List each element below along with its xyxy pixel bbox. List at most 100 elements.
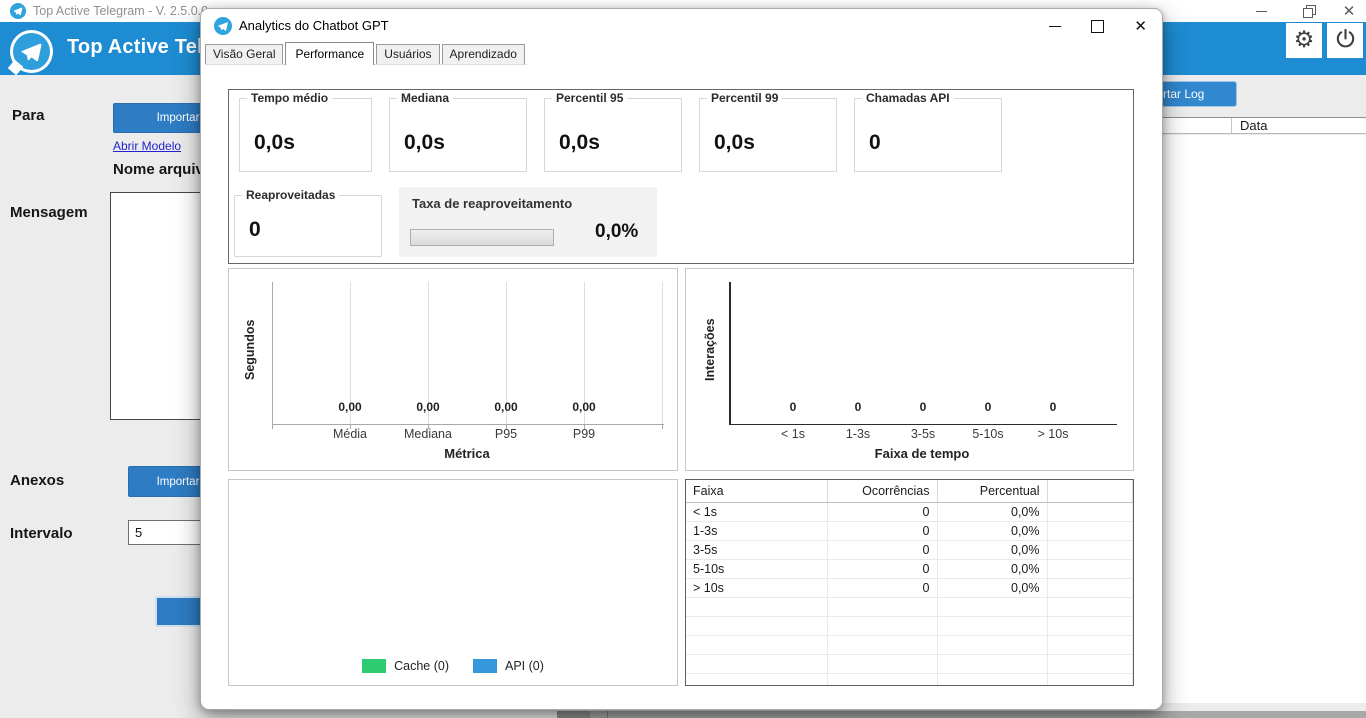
x-axis-line	[272, 424, 664, 425]
nome-arquivo-label: Nome arquivo	[113, 161, 214, 178]
metric-card-chamadas-api: Chamadas API 0	[854, 91, 1002, 172]
metric-card-percentil-99: Percentil 99 0,0s	[699, 91, 837, 172]
power-button[interactable]	[1327, 23, 1363, 58]
legend-item-api: API (0)	[472, 659, 544, 673]
gridline	[662, 282, 663, 424]
metric-label: Tempo médio	[247, 91, 333, 105]
category-label: P99	[572, 427, 596, 441]
legend-label: Cache (0)	[394, 659, 449, 673]
gridline	[506, 282, 507, 424]
close-icon: ✕	[1342, 2, 1356, 20]
log-table-header: Data	[1157, 117, 1366, 134]
gridline	[584, 282, 585, 424]
cell-percentual: 0,0%	[937, 502, 1048, 522]
abrir-modelo-link[interactable]: Abrir Modelo	[113, 139, 182, 153]
cell-faixa: > 10s	[686, 578, 828, 598]
table-row-empty	[686, 654, 1133, 674]
axis-tick	[350, 424, 351, 429]
x-axis-title: Faixa de tempo	[874, 446, 970, 461]
metric-value: 0,0s	[714, 131, 755, 154]
axis-tick	[428, 424, 429, 429]
cell-ocorrencias: 0	[827, 502, 938, 522]
cell-faixa: < 1s	[686, 502, 828, 522]
y-axis-label: Interações	[703, 318, 717, 382]
axis-tick	[506, 424, 507, 429]
gridline	[428, 282, 429, 424]
category-label: Média	[332, 427, 368, 441]
column-header-ocorrencias[interactable]: Ocorrências	[827, 480, 938, 503]
category-label: < 1s	[781, 427, 805, 441]
dialog-titlebar[interactable]: Analytics do Chatbot GPT ✕	[201, 9, 1162, 43]
cell-ocorrencias: 0	[827, 521, 938, 541]
dialog-minimize-icon[interactable]	[1049, 25, 1062, 27]
analytics-dialog: Analytics do Chatbot GPT ✕ Visão Geral P…	[200, 8, 1163, 710]
gear-icon: ⚙	[1293, 27, 1315, 53]
category-label: Mediana	[404, 427, 452, 441]
metric-label: Percentil 95	[552, 91, 628, 105]
category-label: 3-5s	[910, 427, 936, 441]
cell-faixa: 5-10s	[686, 559, 828, 579]
dialog-tabstrip: Visão Geral Performance Usuários Aprendi…	[205, 42, 527, 65]
category-label: 5-10s	[972, 427, 1004, 441]
log-data-column-header[interactable]: Data	[1240, 118, 1268, 133]
cell-ocorrencias: 0	[827, 559, 938, 579]
table-row-empty	[686, 635, 1133, 655]
table-row-empty	[686, 673, 1133, 685]
data-label: 0	[919, 400, 927, 414]
settings-button[interactable]: ⚙	[1286, 23, 1322, 58]
data-label: 0	[1049, 400, 1057, 414]
metric-card-tempo-medio: Tempo médio 0,0s	[239, 91, 372, 172]
restore-button[interactable]	[1292, 0, 1326, 22]
column-header-percentual[interactable]: Percentual	[937, 480, 1048, 503]
metric-label: Reaproveitadas	[242, 188, 340, 202]
table-row[interactable]: 1-3s 0 0,0%	[686, 521, 1133, 541]
metrics-panel: Tempo médio 0,0s Mediana 0,0s Percentil …	[228, 89, 1134, 264]
axis-tick	[272, 424, 273, 429]
y-axis-label: Segundos	[243, 319, 257, 381]
tab-visao-geral[interactable]: Visão Geral	[205, 44, 284, 64]
metric-value: 0	[249, 218, 261, 241]
api-swatch	[472, 659, 497, 673]
telegram-app-icon	[10, 3, 26, 19]
legend-label: API (0)	[504, 659, 544, 673]
dialog-telegram-icon	[214, 17, 232, 35]
main-window-title: Top Active Telegram - V. 2.5.0.0	[33, 4, 209, 18]
telegram-brand-icon	[10, 30, 53, 73]
mensagem-textarea[interactable]	[110, 192, 206, 420]
power-icon	[1334, 27, 1357, 55]
dialog-maximize-icon[interactable]	[1091, 19, 1105, 33]
minimize-button[interactable]	[1244, 0, 1278, 22]
data-label: 0,00	[572, 400, 596, 414]
y-axis-line	[729, 282, 731, 425]
pie-legend: Cache (0) API (0)	[229, 659, 677, 673]
log-column-divider	[1231, 118, 1232, 133]
tab-performance[interactable]: Performance	[285, 42, 375, 65]
table-row[interactable]: < 1s 0 0,0%	[686, 502, 1133, 522]
bottom-edge-dark-segment	[557, 711, 590, 718]
taxa-progress-bar	[410, 229, 554, 246]
window-bottom-edge	[557, 711, 1366, 718]
data-label: 0,00	[338, 400, 362, 414]
cell-percentual: 0,0%	[937, 521, 1048, 541]
cell-ocorrencias: 0	[827, 578, 938, 598]
table-row[interactable]: > 10s 0 0,0%	[686, 578, 1133, 598]
dialog-close-icon[interactable]: ✕	[1134, 17, 1147, 35]
para-label: Para	[12, 107, 45, 124]
column-header-faixa[interactable]: Faixa	[686, 480, 828, 503]
x-axis-title: Métrica	[444, 446, 490, 461]
table-row[interactable]: 5-10s 0 0,0%	[686, 559, 1133, 579]
cell-faixa: 3-5s	[686, 540, 828, 560]
table-row[interactable]: 3-5s 0 0,0%	[686, 540, 1133, 560]
data-label: 0,00	[494, 400, 518, 414]
metric-label: Percentil 99	[707, 91, 783, 105]
tab-usuarios[interactable]: Usuários	[376, 44, 440, 64]
close-button[interactable]: ✕	[1332, 0, 1366, 22]
log-list	[1157, 135, 1366, 703]
restore-icon	[1303, 5, 1316, 18]
data-label: 0	[984, 400, 992, 414]
time-range-chart: Interações 0 0 0 0 0 < 1s 1-3s 3-5s 5-10…	[685, 268, 1134, 471]
data-label: 0	[789, 400, 797, 414]
intervalo-label: Intervalo	[10, 525, 73, 542]
tab-aprendizado[interactable]: Aprendizado	[441, 44, 525, 64]
